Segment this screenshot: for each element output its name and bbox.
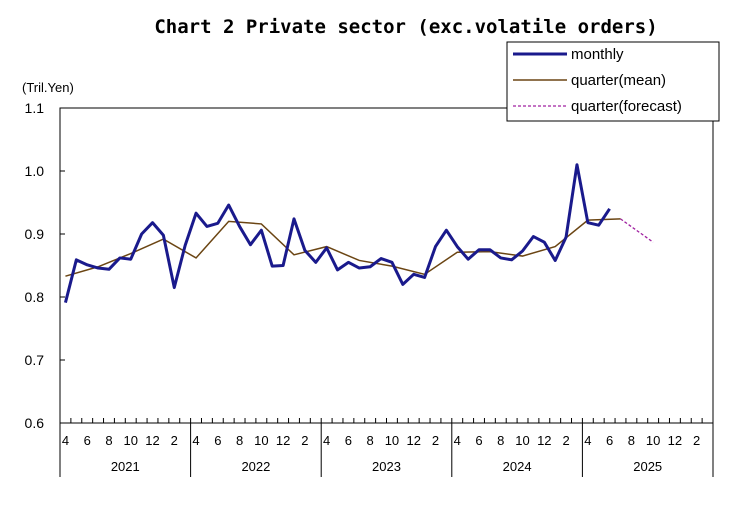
x-tick-label: 12: [145, 433, 159, 448]
legend-label-quarter-mean: quarter(mean): [571, 72, 666, 89]
x-tick-label: 4: [323, 433, 330, 448]
y-tick-label: 1.1: [25, 100, 45, 116]
x-tick-label: 10: [515, 433, 529, 448]
x-tick-label: 4: [454, 433, 461, 448]
y-tick-label: 0.7: [25, 352, 45, 368]
x-tick-label: 2: [693, 433, 700, 448]
x-tick-label: 4: [192, 433, 199, 448]
year-label: 2023: [372, 459, 401, 474]
year-label: 2025: [633, 459, 662, 474]
y-tick-label: 0.6: [25, 415, 45, 431]
legend-label-monthly: monthly: [571, 46, 624, 63]
x-tick-label: 6: [475, 433, 482, 448]
x-tick-label: 6: [345, 433, 352, 448]
x-tick-label: 12: [406, 433, 420, 448]
x-axis: 4 6 8 10 12 2 4 6 8 10 12 2 4 6 8 10 12 2 4 6 8 10 12 2 4 6 8 10 12 2…: [59, 418, 714, 477]
series-line-quarter-forecast: [620, 218, 654, 243]
x-tick-label: 2: [562, 433, 569, 448]
x-tick-label: 8: [367, 433, 374, 448]
y-tick-label: 1.0: [25, 163, 45, 179]
x-tick-label: 8: [628, 433, 635, 448]
x-tick-label: 10: [254, 433, 268, 448]
series-line-monthly: [63, 163, 611, 304]
x-tick-label: 4: [62, 433, 69, 448]
year-label: 2024: [503, 459, 532, 474]
x-tick-label: 12: [276, 433, 290, 448]
y-axis: 0.6 0.7 0.8 0.9 1.0 1.1: [25, 100, 65, 431]
x-tick-label: 6: [606, 433, 613, 448]
series-lines: [63, 163, 654, 304]
x-tick-label: 12: [537, 433, 551, 448]
legend: monthly quarter(mean) quarter(forecast): [506, 41, 720, 122]
y-tick-label: 0.8: [25, 289, 45, 305]
x-tick-label: 6: [84, 433, 91, 448]
x-tick-label: 10: [124, 433, 138, 448]
x-tick-label: 8: [497, 433, 504, 448]
year-label: 2021: [111, 459, 140, 474]
x-tick-label: 2: [432, 433, 439, 448]
x-tick-label: 8: [105, 433, 112, 448]
x-tick-label: 4: [584, 433, 591, 448]
x-tick-label: 12: [668, 433, 682, 448]
x-tick-label: 6: [214, 433, 221, 448]
x-tick-label: 2: [171, 433, 178, 448]
year-label: 2022: [241, 459, 270, 474]
series-line-quarter-mean: [65, 218, 621, 277]
x-tick-label: 2: [301, 433, 308, 448]
y-tick-label: 0.9: [25, 226, 45, 242]
x-tick-label: 8: [236, 433, 243, 448]
chart-title: Chart 2 Private sector (exc.volatile ord…: [154, 16, 657, 38]
legend-label-quarter-forecast: quarter(forecast): [571, 98, 682, 115]
x-tick-label: 10: [646, 433, 660, 448]
x-tick-label: 10: [385, 433, 399, 448]
y-axis-unit: (Tril.Yen): [22, 80, 74, 95]
